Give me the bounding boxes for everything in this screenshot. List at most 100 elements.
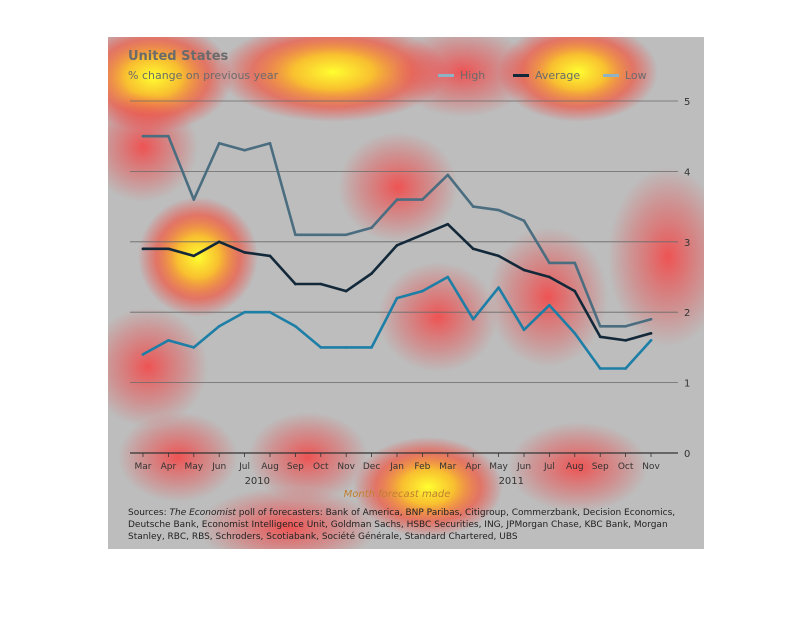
x-tick-label: May — [489, 462, 508, 472]
x-tick-label: Mar — [439, 462, 456, 472]
data-point-low — [268, 310, 272, 314]
data-point-average — [548, 275, 551, 279]
x-tick-label: Jun — [211, 462, 226, 472]
data-point-high — [598, 324, 602, 328]
sources-prefix: Sources: — [128, 508, 170, 518]
data-point-low — [217, 324, 221, 328]
x-tick-label: Jan — [389, 462, 404, 472]
year-label-0: 2010 — [245, 476, 270, 487]
data-point-average — [573, 289, 577, 293]
data-point-average — [421, 233, 424, 237]
data-point-low — [522, 328, 526, 332]
data-point-low — [421, 289, 424, 293]
x-tick-label: Dec — [363, 462, 380, 472]
data-point-low — [344, 346, 348, 349]
y-tick-label: 4 — [684, 167, 690, 178]
x-tick-label: Apr — [161, 462, 177, 472]
x-tick-label: Oct — [313, 462, 329, 472]
data-point-high — [624, 324, 627, 328]
x-tick-label: Aug — [566, 462, 584, 472]
data-point-low — [294, 324, 297, 328]
data-point-low — [471, 317, 475, 321]
data-point-low — [395, 296, 399, 300]
data-point-average — [268, 254, 272, 258]
x-tick-label: Nov — [642, 462, 660, 472]
data-point-low — [446, 275, 450, 279]
data-point-high — [192, 198, 196, 201]
data-point-low — [319, 346, 323, 349]
data-point-average — [192, 254, 196, 258]
sources-note: Sources: The Economist poll of forecaste… — [128, 507, 688, 543]
x-tick-label: Sep — [592, 462, 609, 472]
chart-title: United States — [128, 49, 229, 64]
year-label-1: 2011 — [499, 476, 524, 487]
data-point-high — [395, 198, 399, 201]
data-point-average — [294, 282, 297, 286]
x-tick-label: Jul — [238, 462, 250, 472]
legend-swatch-low — [603, 74, 619, 77]
data-point-high — [319, 233, 323, 237]
data-point-average — [598, 335, 602, 339]
data-point-average — [243, 251, 246, 254]
y-tick-label: 3 — [684, 238, 690, 249]
data-point-high — [268, 141, 272, 145]
y-tick-label: 0 — [684, 449, 690, 460]
data-point-low — [598, 367, 602, 370]
y-tick-label: 1 — [684, 379, 690, 390]
data-point-low — [243, 310, 246, 314]
legend-label-average: Average — [535, 69, 581, 82]
x-tick-label: Oct — [618, 462, 634, 472]
y-tick-label: 5 — [684, 97, 690, 108]
data-point-average — [522, 268, 526, 272]
x-axis-label: Month forecast made — [344, 489, 451, 500]
legend-item-high: High — [438, 69, 485, 82]
data-point-high — [370, 226, 373, 230]
data-point-low — [497, 286, 500, 289]
data-point-high — [649, 317, 653, 321]
data-point-average — [370, 272, 373, 275]
data-point-high — [446, 173, 450, 177]
sources-text: poll of forecasters: Bank of America, BN… — [128, 508, 676, 542]
data-point-high — [573, 261, 577, 265]
data-point-high — [294, 233, 297, 237]
chart-subtitle: % change on previous year — [128, 69, 279, 82]
attention-heatmap-overlay — [108, 37, 704, 549]
data-point-average — [167, 247, 170, 251]
x-tick-label: Nov — [337, 462, 355, 472]
data-point-low — [548, 303, 551, 307]
data-point-high — [497, 208, 500, 212]
data-point-low — [649, 339, 653, 342]
data-point-average — [649, 332, 653, 335]
x-tick-label: Aug — [261, 462, 279, 472]
data-point-high — [421, 198, 424, 201]
data-point-average — [497, 254, 500, 258]
legend-item-average: Average — [513, 69, 580, 82]
data-point-average — [395, 244, 399, 247]
data-point-low — [192, 346, 196, 349]
data-point-high — [522, 219, 526, 222]
x-tick-label: Feb — [414, 462, 430, 472]
chart-figure: United States % change on previous year … — [108, 37, 704, 549]
data-point-low — [370, 346, 373, 349]
data-point-high — [344, 233, 348, 237]
x-tick-label: May — [184, 462, 203, 472]
x-tick-label: Jun — [516, 462, 531, 472]
x-tick-label: Mar — [135, 462, 152, 472]
x-tick-label: Apr — [465, 462, 481, 472]
data-point-high — [217, 141, 221, 145]
x-tick-label: Jul — [543, 462, 555, 472]
data-point-low — [624, 367, 627, 370]
legend-label-low: Low — [625, 69, 647, 82]
legend-swatch-high — [438, 74, 454, 77]
data-point-low — [141, 353, 145, 356]
data-point-average — [319, 282, 323, 286]
legend-swatch-average — [513, 74, 529, 77]
legend-item-low: Low — [603, 69, 647, 82]
legend-label-high: High — [460, 69, 486, 82]
data-point-high — [167, 134, 170, 138]
line-chart: 0 1 2 3 4 5 Mar Apr May Jun Jul Aug Sep Oct Nov Dec Jan F… — [130, 97, 690, 500]
data-point-average — [344, 289, 348, 293]
x-tick-label: Sep — [287, 462, 304, 472]
data-point-average — [217, 240, 221, 244]
data-point-average — [446, 222, 450, 226]
